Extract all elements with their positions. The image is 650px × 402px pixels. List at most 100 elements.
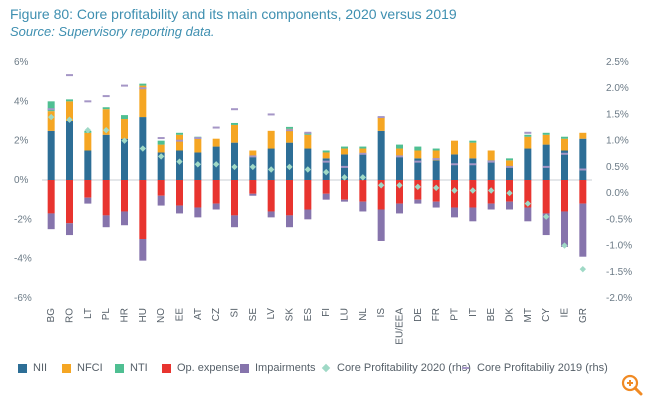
y-tick-left: 6% [14,57,29,68]
marker-cp-2020 [121,137,128,144]
y-tick-right: 2.0% [606,83,629,94]
legend-swatch-impairments [240,363,249,373]
bar-nti-no [157,140,165,145]
legend-swatch-nfci [62,363,71,373]
legend-label-nfci: NFCI [77,362,103,374]
bar-impairments-cz [212,203,220,210]
bar-op-expenses-se [249,180,257,194]
bar-nii-pt [451,154,458,180]
bar-impairments-is [377,209,385,241]
legend-item-nti: NTI [115,362,148,374]
legend-label-nti: NTI [130,362,148,374]
bar-nii-ie [561,150,568,180]
bar-op-expenses-is [377,180,385,210]
y-tick-right: 1.5% [606,109,629,120]
x-tick-label: ES [303,308,314,322]
bar-op-expenses-cy [542,180,550,214]
marker-cp-2020 [249,163,257,171]
marker-cp-2020 [304,166,312,173]
bar-nti-sk [286,126,293,129]
legend-label-impairments: Impairments [255,362,316,374]
y-tick-left: 2% [14,136,29,147]
bar-impairments-dk [506,201,513,210]
marker-cp-2020 [139,145,147,152]
bar-nii-mt [524,148,532,180]
bar-op-expenses-bg [47,180,55,214]
bar-nii-es [304,148,312,180]
bar-nfci-fr [432,150,440,161]
x-tick-label: NO [156,308,167,323]
x-tick-label: HR [120,308,131,322]
x-tick-label: BE [486,308,497,322]
bar-impairments-hu [139,239,147,261]
bar-impairments-bg [47,213,55,230]
x-tick-label: CZ [211,308,222,321]
zoom-icon[interactable] [619,373,645,397]
marker-cp-2020 [157,153,165,160]
bar-impairments-ro [66,223,73,236]
marker-cp-2020 [432,184,440,192]
marker-cp-2020 [47,113,55,121]
bar-impairments-no [157,195,165,206]
bar-nti-bg [47,101,55,112]
y-tick-right: 0.0% [606,188,629,199]
y-tick-left: -4% [14,254,32,265]
bar-nfci-ie [561,138,568,151]
bar-op-expenses-it [469,180,477,208]
legend-swatch-nti [115,363,124,373]
bar-nfci-eu-eea [396,148,403,157]
bar-nfci-sk [286,128,293,143]
legend-item-impairments: Impairments [240,362,316,374]
marker-cp-2020 [359,174,367,181]
bar-nii-cy [542,144,550,180]
x-tick-label: LT [83,308,94,319]
marker-cp-2020 [286,163,293,171]
bar-nti-hr [121,115,128,120]
legend-item-op-expenses: Op. expenses [162,362,245,374]
bar-impairments-it [469,207,477,222]
marker-cp-2020 [341,174,348,181]
bar-nii-ro [66,121,73,180]
legend-item-cp-2020: Core Profitability 2020 (rhs) [321,362,471,374]
bar-op-expenses-gr [579,180,587,204]
bar-nfci-ro [66,101,73,121]
legend-marker-cp-2019 [462,367,469,369]
bar-nti-de [414,146,422,151]
bar-nti-fi [322,150,330,153]
x-tick-label: FI [321,308,332,317]
bar-nti-ie [561,136,568,139]
bar-impairments-de [414,199,422,204]
x-tick-label: PL [101,308,112,321]
bar-nfci-at [194,138,202,153]
bar-impairments-pl [102,215,110,228]
y-tick-right: -1.5% [606,267,632,278]
legend-label-op-expenses: Op. expenses [177,362,245,374]
bar-op-expenses-es [304,180,312,210]
bar-impairments-si [231,215,238,228]
bar-nfci-si [231,124,238,143]
y-tick-right: -2.0% [606,293,632,304]
bar-op-expenses-hr [121,180,128,212]
legend-label-cp-2020: Core Profitability 2020 (rhs) [337,362,471,374]
x-tick-label: GR [578,308,589,323]
bar-nfci-gr [579,132,587,139]
bar-nti-lu [341,146,348,149]
bar-nii-dk [506,166,513,180]
bar-nti-it [469,140,477,143]
bar-impairments-lt [84,197,92,204]
x-tick-label: LU [340,308,351,321]
marker-cp-2020 [487,187,495,194]
marker-cp-2020 [469,187,477,194]
bar-nfci-it [469,142,477,159]
x-tick-label: IS [376,308,387,318]
bar-nii-gr [579,138,587,180]
bar-op-expenses-fi [322,180,330,194]
marker-cp-2020 [84,126,92,134]
bar-nii-lv [267,148,275,180]
x-tick-label: CY [541,308,552,322]
y-tick-right: 2.5% [606,57,629,68]
x-tick-label: SI [230,308,241,317]
bar-impairments-hr [121,211,128,226]
bar-op-expenses-nl [359,180,367,202]
bar-nti-ee [176,132,183,135]
